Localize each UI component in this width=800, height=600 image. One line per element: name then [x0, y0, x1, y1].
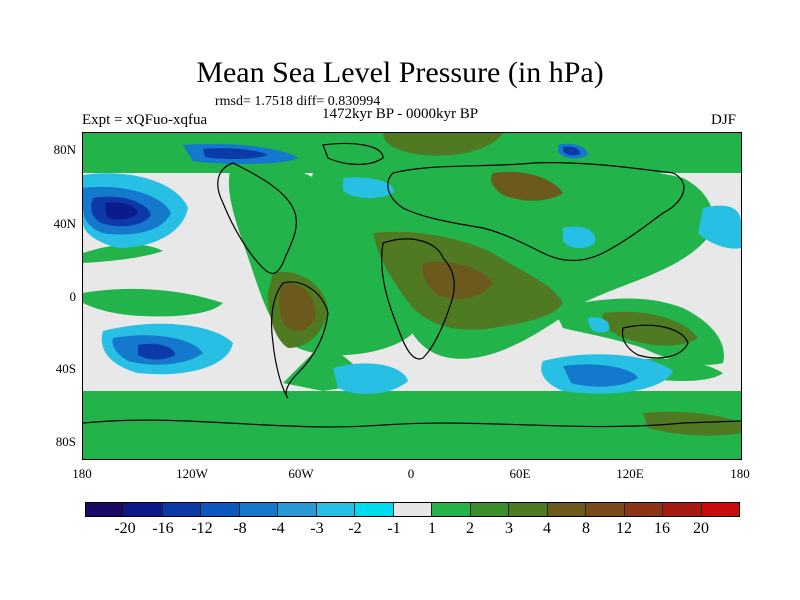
colorbar-label: -3 [310, 520, 324, 537]
colorbar-label: 20 [693, 520, 709, 537]
colorbar-label: 3 [505, 520, 513, 537]
brown-anomaly-regions [279, 171, 563, 331]
colorbar-segment [201, 503, 240, 516]
pressure-map [82, 132, 742, 460]
lon-label-120w: 120W [176, 466, 208, 481]
lon-label-180e: 180 [730, 466, 750, 481]
lon-label-60w: 60W [288, 466, 314, 481]
lat-label-80n: 80N [53, 142, 76, 157]
colorbar-segment [586, 503, 625, 516]
colorbar-label: 8 [582, 520, 590, 537]
lat-label-80s: 80S [55, 434, 76, 449]
colorbar-label: 12 [616, 520, 632, 537]
colorbar-label: -8 [233, 520, 247, 537]
olive-anomaly-regions [268, 133, 741, 436]
north-america-outline [217, 162, 297, 275]
antarctica-outline [83, 419, 741, 428]
colorbar-segment [239, 503, 279, 516]
colorbar-segment [124, 503, 163, 516]
coastline-outlines [83, 142, 741, 428]
colorbar-segment [432, 503, 471, 516]
colorbar-label: -1 [387, 520, 401, 537]
colorbar-label: 1 [428, 520, 436, 537]
colorbar-label: -4 [271, 520, 285, 537]
season-label: DJF [711, 112, 737, 128]
rmsd-stats: rmsd= 1.7518 diff= 0.830994 [215, 94, 381, 109]
greenland-outline [322, 142, 384, 165]
colorbar-segment [470, 503, 510, 516]
experiment-label: Expt = xQFuo-xqfua [82, 112, 208, 128]
colorbar-segment [663, 503, 702, 516]
colorbar-segment [393, 503, 433, 516]
time-period: 1472kyr BP - 0000kyr BP [322, 106, 479, 122]
pressure-map-svg [83, 133, 741, 459]
lat-label-0: 0 [69, 289, 77, 304]
lat-label-40n: 40N [53, 216, 76, 231]
colorbar-segment [162, 503, 202, 516]
colorbar-segment [278, 503, 317, 516]
colorbar-segment [86, 503, 125, 516]
colorbar-segment [509, 503, 548, 516]
colorbar-label: 2 [466, 520, 474, 537]
map-title: Mean Sea Level Pressure (in hPa) [196, 56, 604, 89]
colorbar-label: -12 [191, 520, 213, 537]
darkest-anomaly-regions [105, 202, 138, 220]
lat-label-40s: 40S [55, 361, 76, 376]
australia-outline [621, 324, 689, 359]
lon-label-0: 0 [407, 466, 415, 481]
colorbar-segment [624, 503, 664, 516]
colorbar-label: 16 [654, 520, 670, 537]
colorbar-label: -16 [152, 520, 174, 537]
colorbar-label: -20 [114, 520, 136, 537]
colorbar-label: 4 [543, 520, 551, 537]
colorbar [85, 502, 740, 517]
south-america-outline [270, 281, 329, 399]
colorbar-segment [316, 503, 356, 516]
lon-label-120e: 120E [616, 466, 644, 481]
lon-label-60e: 60E [509, 466, 531, 481]
colorbar-segment [547, 503, 587, 516]
colorbar-label: -2 [348, 520, 362, 537]
eurasia-outline [387, 162, 685, 262]
lon-label-180w: 180 [72, 466, 92, 481]
africa-outline [381, 238, 455, 360]
colorbar-segment [701, 503, 739, 516]
colorbar-segment [355, 503, 394, 516]
